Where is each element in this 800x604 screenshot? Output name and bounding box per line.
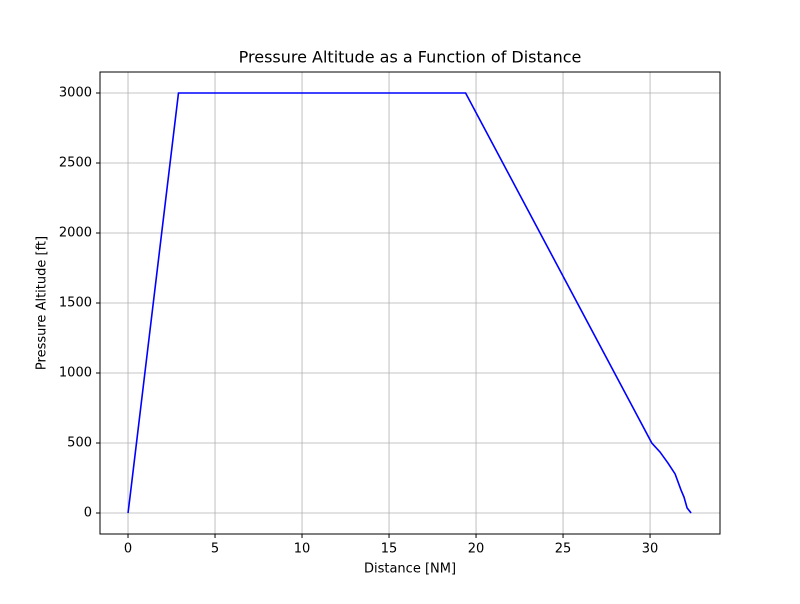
data-line	[127, 92, 692, 514]
y-axis-label: Pressure Altitude [ft]	[35, 236, 50, 370]
y-tick-label: 3000	[59, 86, 92, 101]
x-axis-label: Distance [NM]	[364, 562, 456, 577]
plot-frame	[99, 71, 721, 535]
x-tick-label: 25	[555, 542, 572, 557]
y-tick-label: 0	[84, 506, 92, 521]
x-tick-label: 30	[642, 542, 659, 557]
x-tick-label: 20	[468, 542, 485, 557]
x-tick-label: 15	[381, 542, 398, 557]
x-tick-label: 0	[124, 542, 132, 557]
y-tick-label: 2500	[59, 156, 92, 171]
y-tick-label: 500	[67, 436, 92, 451]
chart-title: Pressure Altitude as a Function of Dista…	[239, 48, 582, 67]
x-tick-label: 10	[294, 542, 311, 557]
y-tick-label: 1500	[59, 296, 92, 311]
y-tick-label: 2000	[59, 226, 92, 241]
x-tick-label: 5	[211, 542, 219, 557]
y-tick-label: 1000	[59, 366, 92, 381]
